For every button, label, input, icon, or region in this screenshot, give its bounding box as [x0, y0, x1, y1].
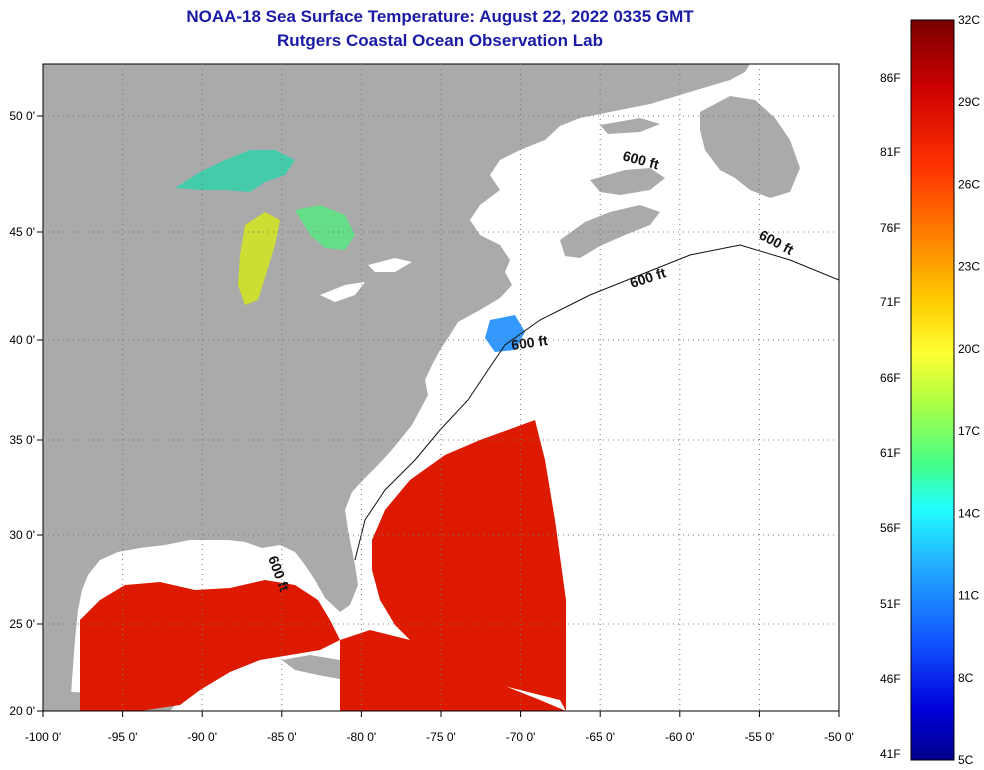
colorbar-fahrenheit-label: 66F — [880, 371, 901, 385]
colorbar-fahrenheit-label: 46F — [880, 672, 901, 686]
newfoundland-land — [700, 96, 800, 198]
colorbar-celsius-label: 20C — [958, 342, 980, 356]
x-tick-label: -75 0' — [426, 730, 456, 744]
caribbean-warm-water — [340, 630, 566, 711]
colorbar-celsius-label: 26C — [958, 177, 980, 191]
map-title: NOAA-18 Sea Surface Temperature: August … — [186, 7, 694, 26]
x-tick-label: -70 0' — [506, 730, 536, 744]
colorbar-celsius-label: 17C — [958, 424, 980, 438]
colorbar-celsius-label: 8C — [958, 671, 974, 685]
lake-ontario — [368, 258, 412, 272]
x-tick-label: -100 0' — [25, 730, 61, 744]
lake-huron — [295, 205, 355, 250]
x-axis: -100 0' -95 0' -90 0' -85 0' -80 0' -75 0' -70… — [25, 711, 854, 744]
colorbar-fahrenheit-label: 51F — [880, 597, 901, 611]
north-america-land — [43, 64, 750, 711]
x-tick-label: -60 0' — [665, 730, 695, 744]
x-tick-label: -80 0' — [347, 730, 377, 744]
y-tick-label: 50 0' — [9, 109, 35, 123]
colorbar-celsius-label: 29C — [958, 95, 980, 109]
colorbar-fahrenheit-label: 61F — [880, 446, 901, 460]
map-subtitle: Rutgers Coastal Ocean Observation Lab — [277, 31, 603, 50]
lake-superior — [175, 150, 295, 192]
colorbar-fahrenheit-label: 76F — [880, 221, 901, 235]
y-tick-label: 35 0' — [9, 433, 35, 447]
colorbar-celsius-labels: 32C 29C 26C 23C 20C 17C 14C 11C 8C 5C — [958, 13, 980, 767]
y-tick-label: 20 0' — [9, 704, 35, 718]
gulf-stream-warm-water — [372, 420, 566, 711]
colorbar-celsius-label: 14C — [958, 506, 980, 520]
colorbar-fahrenheit-label: 56F — [880, 521, 901, 535]
y-tick-label: 40 0' — [9, 333, 35, 347]
y-axis: 50 0' 45 0' 40 0' 35 0' 30 0' 25 0' 20 0' — [9, 109, 43, 718]
y-tick-label: 30 0' — [9, 528, 35, 542]
y-tick-label: 25 0' — [9, 617, 35, 631]
anticosti-land — [600, 118, 660, 134]
colorbar-celsius-label: 11C — [958, 589, 979, 603]
x-tick-label: -95 0' — [108, 730, 138, 744]
x-tick-label: -50 0' — [824, 730, 854, 744]
colorbar-fahrenheit-label: 86F — [880, 71, 901, 85]
lake-erie — [320, 282, 365, 302]
x-tick-label: -90 0' — [187, 730, 217, 744]
depth-label-mid-atlantic: 600 ft — [510, 332, 549, 353]
x-tick-label: -85 0' — [267, 730, 297, 744]
shelf-cool-water — [485, 315, 525, 352]
gulf-of-mexico-warm-water — [80, 580, 340, 711]
colorbar-fahrenheit-label: 81F — [880, 145, 901, 159]
maritimes-land — [560, 205, 660, 258]
gulf-st-lawrence-land — [590, 168, 665, 195]
colorbar-fahrenheit-label: 41F — [880, 747, 901, 761]
colorbar-fahrenheit-label: 71F — [880, 295, 901, 309]
x-tick-label: -55 0' — [745, 730, 775, 744]
depth-contour-600ft — [354, 244, 839, 561]
colorbar-fahrenheit-labels: 86F 81F 76F 71F 66F 61F 56F 51F 46F 41F — [880, 71, 901, 761]
y-tick-label: 45 0' — [9, 225, 35, 239]
colorbar-celsius-label: 5C — [958, 753, 974, 767]
colorbar-celsius-label: 23C — [958, 260, 980, 274]
temperature-colorbar — [910, 19, 955, 761]
lake-michigan — [238, 212, 280, 305]
colorbar-celsius-label: 32C — [958, 13, 980, 27]
x-tick-label: -65 0' — [585, 730, 615, 744]
